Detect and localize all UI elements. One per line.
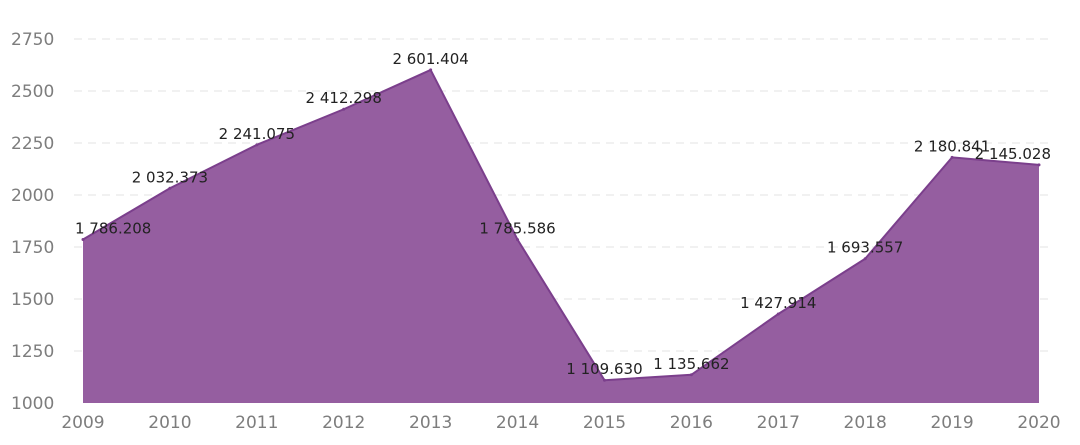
x-tick-label: 2012 (322, 413, 365, 433)
data-point (602, 378, 606, 382)
x-tick-label: 2013 (409, 413, 452, 433)
data-point (950, 155, 954, 159)
y-tick-label: 2250 (11, 134, 54, 154)
data-label: 2 601.404 (392, 50, 468, 68)
data-point (81, 237, 85, 241)
data-labels: 1 786.208 2 032.373 2 241.075 2 412.298 2 60… (75, 50, 1051, 378)
x-tick-label: 2011 (235, 413, 278, 433)
data-point (516, 238, 520, 242)
data-label: 2 145.028 (975, 145, 1051, 163)
data-label: 1 786.208 (75, 219, 151, 237)
x-axis: 2009 2010 2011 2012 2013 2014 2015 2016 2017 2018… (61, 413, 1060, 433)
data-point (429, 68, 433, 72)
x-tick-label: 2017 (757, 413, 800, 433)
y-tick-label: 1750 (11, 238, 54, 258)
x-tick-label: 2020 (1017, 413, 1060, 433)
x-tick-label: 2014 (496, 413, 539, 433)
x-tick-label: 2016 (670, 413, 713, 433)
x-tick-label: 2009 (61, 413, 104, 433)
data-label: 2 241.075 (219, 125, 295, 143)
area-fill (83, 69, 1039, 404)
data-point (1037, 163, 1041, 167)
data-point (863, 257, 867, 261)
data-label: 1 109.630 (566, 360, 642, 378)
data-label: 1 693.557 (827, 239, 903, 257)
y-tick-label: 1000 (11, 394, 54, 414)
data-point (255, 143, 259, 147)
area-layer (81, 68, 1041, 404)
y-tick-label: 2000 (11, 186, 54, 206)
y-tick-label: 2500 (11, 82, 54, 102)
y-tick-label: 1500 (11, 290, 54, 310)
data-label: 2 032.373 (132, 168, 208, 186)
data-label: 2 412.298 (306, 89, 382, 107)
data-label: 1 135.662 (653, 355, 729, 373)
data-point (342, 107, 346, 111)
data-label: 1 785.586 (479, 220, 555, 238)
x-tick-label: 2015 (583, 413, 626, 433)
x-tick-label: 2010 (148, 413, 191, 433)
y-tick-label: 2750 (11, 30, 54, 50)
x-tick-label: 2019 (930, 413, 973, 433)
y-tick-label: 1250 (11, 342, 54, 362)
data-label: 1 427.914 (740, 294, 816, 312)
data-point (776, 312, 780, 316)
series-line (82, 68, 1040, 382)
x-tick-label: 2018 (844, 413, 887, 433)
y-axis: 1000 1250 1500 1750 2000 2250 2500 2750 (11, 30, 54, 414)
data-label: 2 180.841 (914, 137, 990, 155)
data-point (689, 373, 693, 377)
data-point (168, 186, 172, 190)
